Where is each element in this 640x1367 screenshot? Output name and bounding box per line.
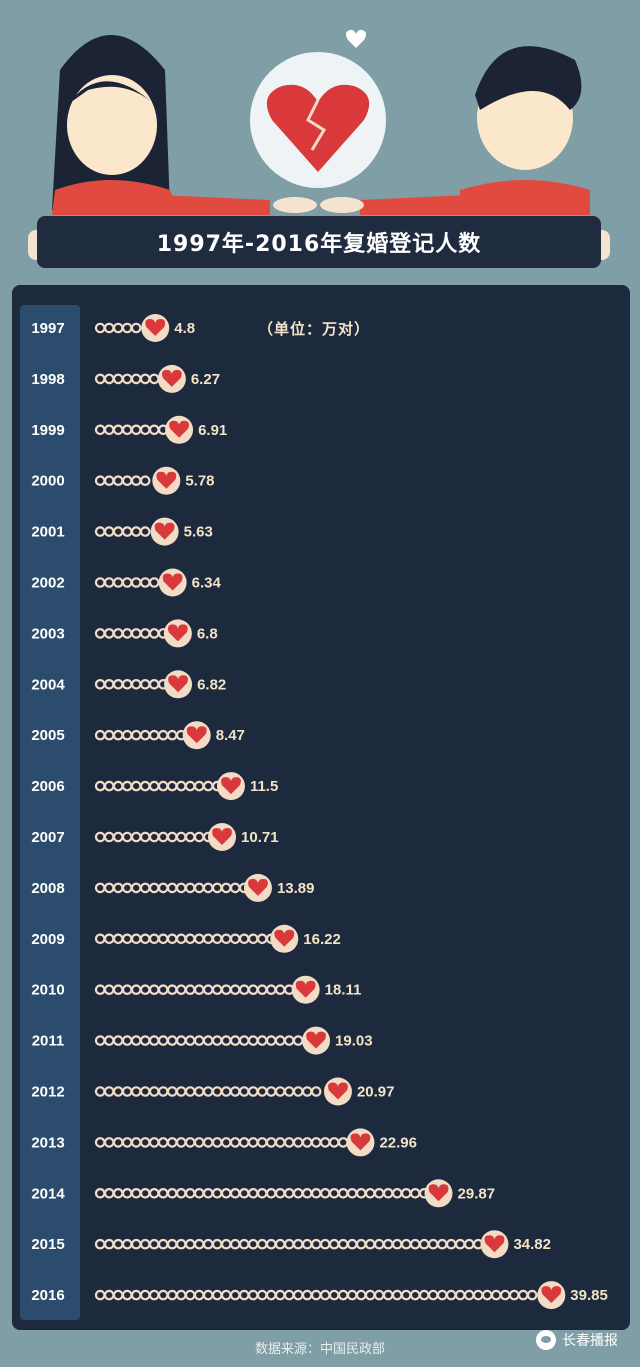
- year-column: [20, 305, 80, 1320]
- bar-2009: [94, 924, 299, 953]
- bar-2010: [94, 975, 320, 1004]
- year-label: 2002: [31, 575, 64, 592]
- bar-2005: [94, 721, 211, 750]
- value-label: 5.78: [185, 473, 214, 490]
- value-label: 34.82: [513, 1236, 551, 1253]
- bar-1997: [94, 314, 170, 342]
- year-label: 2001: [31, 524, 64, 541]
- bar-2001: [94, 517, 179, 546]
- brand-watermark: 长春播报: [536, 1330, 618, 1350]
- year-label: 2007: [31, 829, 64, 846]
- value-label: 18.11: [325, 982, 362, 999]
- value-label: 22.96: [379, 1134, 417, 1151]
- year-label: 2015: [31, 1236, 64, 1253]
- year-label: 2003: [31, 625, 64, 642]
- year-label: 2008: [31, 880, 64, 897]
- value-label: 13.89: [277, 880, 315, 897]
- value-label: 11.5: [250, 778, 278, 795]
- bar-1998: [94, 364, 186, 393]
- year-label: 2016: [31, 1287, 64, 1304]
- value-label: 39.85: [570, 1287, 608, 1304]
- year-label: 1999: [31, 422, 64, 439]
- woman-illustration: [52, 35, 270, 215]
- bar-2002: [94, 568, 187, 597]
- value-label: 19.03: [335, 1033, 373, 1050]
- value-label: 6.34: [192, 575, 222, 592]
- value-label: 6.91: [198, 422, 227, 439]
- bar-2012: [94, 1077, 352, 1106]
- brand-label: 长春播报: [562, 1333, 618, 1349]
- value-label: 5.63: [184, 524, 213, 541]
- wechat-icon: [536, 1330, 556, 1350]
- man-illustration: [360, 46, 590, 215]
- bar-2004: [94, 670, 193, 699]
- year-label: 2012: [31, 1084, 64, 1101]
- title-bar: 1997年-2016年复婚登记人数: [37, 216, 601, 268]
- year-label: 2010: [31, 982, 64, 999]
- bar-2006: [94, 772, 245, 801]
- bar-2016: [94, 1281, 566, 1310]
- value-label: 16.22: [303, 931, 341, 948]
- value-label: 10.71: [241, 829, 279, 846]
- bar-2003: [94, 619, 192, 648]
- heart-globe-icon: [250, 29, 386, 213]
- bar-2007: [94, 823, 237, 851]
- bar-2011: [94, 1026, 331, 1055]
- chart-panel: [12, 285, 630, 1330]
- year-label: 2009: [31, 931, 64, 948]
- bar-2008: [94, 873, 272, 902]
- bar-2015: [94, 1230, 509, 1259]
- year-label: 2013: [31, 1134, 64, 1151]
- year-label: 2014: [31, 1185, 65, 1202]
- year-label: 2005: [31, 727, 64, 744]
- bar-2000: [94, 466, 181, 495]
- hero-illustration: [28, 29, 610, 260]
- year-label: 1998: [31, 371, 64, 388]
- value-label: 20.97: [357, 1084, 395, 1101]
- value-label: 6.82: [197, 676, 226, 693]
- year-label: 2006: [31, 778, 64, 795]
- year-label: 2004: [31, 676, 65, 693]
- value-label: 4.8: [174, 320, 195, 337]
- bar-1999: [94, 415, 194, 444]
- year-label: 2000: [31, 473, 64, 490]
- year-label: 2011: [32, 1033, 65, 1050]
- unit-note: （单位：万对）: [258, 320, 371, 338]
- value-label: 6.8: [197, 625, 218, 642]
- value-label: 29.87: [458, 1185, 496, 1202]
- bar-2013: [94, 1128, 375, 1157]
- source-note: 数据来源：中国民政部: [254, 1342, 385, 1357]
- chart-title: 1997年-2016年复婚登记人数: [156, 232, 482, 257]
- value-label: 6.27: [191, 371, 220, 388]
- bar-2014: [94, 1179, 453, 1208]
- year-label: 1997: [31, 320, 64, 337]
- value-label: 8.47: [216, 727, 245, 744]
